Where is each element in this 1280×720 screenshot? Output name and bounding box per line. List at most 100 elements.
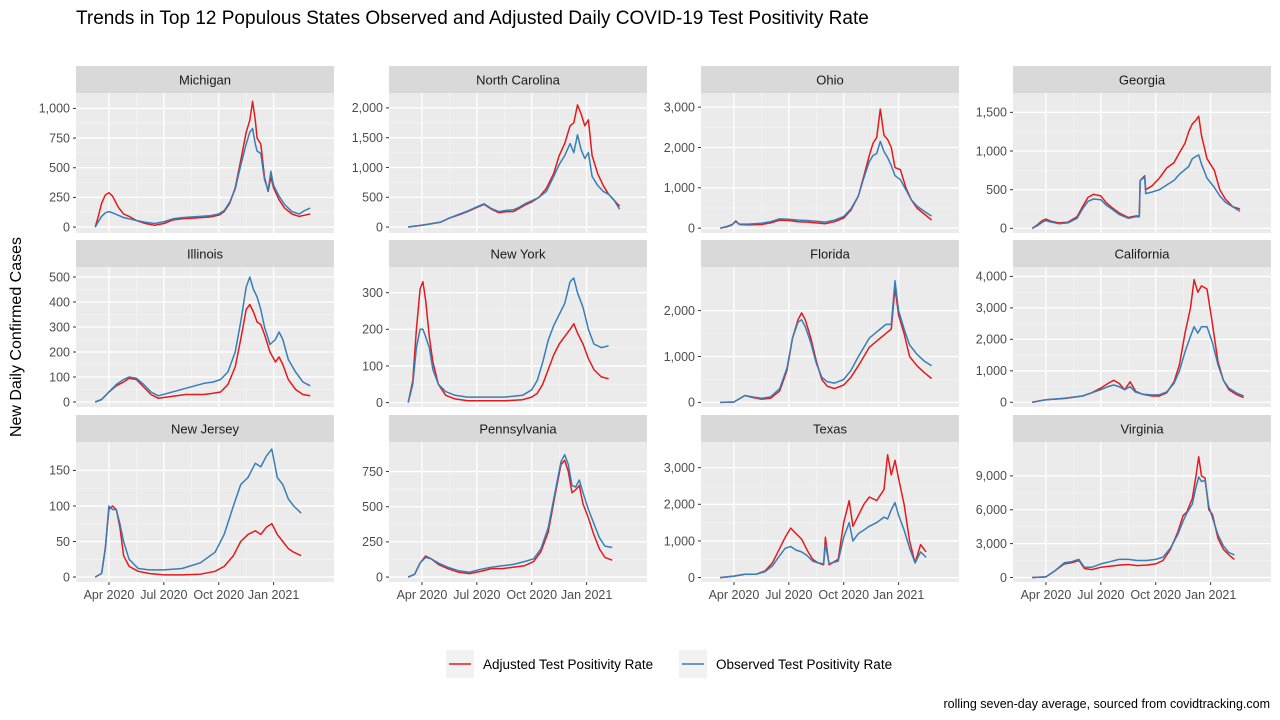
facet-strip [76, 240, 334, 267]
plot-background [701, 442, 959, 582]
y-tick-label: 500 [362, 500, 383, 514]
y-tick-label: 500 [986, 183, 1007, 197]
y-tick-label: 0 [688, 221, 695, 235]
y-tick-label: 0 [63, 220, 70, 234]
panel-florida: Florida 0 1,000 2,000 [664, 240, 959, 410]
legend: Adjusted Test Positivity Rate Observed Te… [446, 650, 892, 678]
series-line-adjusted [94, 303, 311, 403]
facet-strip [389, 240, 647, 267]
y-tick-label: 750 [362, 465, 383, 479]
plot-background [701, 267, 959, 407]
x-tick-label: Jan 2021 [248, 588, 299, 602]
y-tick-label: 300 [49, 320, 70, 334]
y-tick-label: 200 [362, 323, 383, 337]
series-line-observed [720, 501, 927, 579]
panel-new-york: New York 0 100 200 300 [362, 240, 647, 410]
y-tick-label: 1,000 [664, 350, 695, 364]
y-tick-label: 100 [362, 359, 383, 373]
y-tick-label: 0 [1000, 396, 1007, 410]
plot-background [1013, 93, 1271, 233]
facet-strip [701, 66, 959, 93]
y-tick-label: 200 [49, 345, 70, 359]
facet-strip [701, 415, 959, 442]
y-tick-label: 0 [1000, 571, 1007, 585]
plot-background [389, 267, 647, 407]
series-line-adjusted [407, 280, 609, 403]
y-tick-label: 2,000 [664, 141, 695, 155]
facet-strip-label: Virginia [1120, 422, 1164, 437]
facet-strip-label: Ohio [816, 73, 843, 88]
series-line-adjusted [720, 108, 933, 229]
y-tick-label: 250 [49, 191, 70, 205]
x-tick-label: Apr 2020 [84, 588, 135, 602]
facet-strip [76, 415, 334, 442]
y-tick-label: 500 [49, 161, 70, 175]
y-tick-label: 100 [49, 499, 70, 513]
panel-illinois: Illinois 0 100 200 300 400 500 [49, 240, 334, 409]
x-tick-label: Oct 2020 [506, 588, 557, 602]
series-line-observed [407, 277, 609, 403]
y-tick-label: 3,000 [976, 537, 1007, 551]
x-tick-label: Oct 2020 [818, 588, 869, 602]
y-axis-label: New Daily Confirmed Cases [8, 237, 25, 437]
y-tick-label: 3,000 [664, 100, 695, 114]
y-tick-label: 3,000 [976, 301, 1007, 315]
y-tick-label: 150 [49, 464, 70, 478]
y-tick-label: 0 [63, 570, 70, 584]
x-tick-label: Jul 2020 [453, 588, 500, 602]
panel-pennsylvania: Pennsylvania 0 250 500 750 Apr 2020 Jul 2020 Oc… [362, 415, 647, 602]
facet-strip [389, 415, 647, 442]
plot-background [389, 442, 647, 582]
facet-strip [389, 66, 647, 93]
legend-label: Observed Test Positivity Rate [716, 657, 892, 672]
series-line-observed [408, 133, 621, 228]
panel-new-jersey: New Jersey 0 50 100 150 Apr 2020 Jul 2020 Oct 2… [49, 415, 334, 602]
series-line-adjusted [1032, 278, 1244, 404]
facet-strip-label: Pennsylvania [479, 422, 557, 437]
series-line-observed [94, 276, 311, 403]
facet-strip [701, 240, 959, 267]
x-tick-label: Jan 2021 [561, 588, 612, 602]
y-tick-label: 2,000 [664, 498, 695, 512]
facet-strip-label: Illinois [187, 247, 224, 262]
x-tick-label: Jul 2020 [140, 588, 187, 602]
panel-virginia: Virginia 0 3,000 6,000 9,000 Apr 2020 Jul 2020… [976, 415, 1271, 602]
facet-strip-label: Michigan [179, 73, 231, 88]
facet-strip-label: North Carolina [476, 73, 561, 88]
y-tick-label: 2,000 [352, 101, 383, 115]
legend-label: Adjusted Test Positivity Rate [483, 657, 653, 672]
series-line-observed [720, 140, 933, 229]
panel-michigan: Michigan 0 250 500 750 1,000 [39, 66, 334, 234]
series-line-observed [1031, 154, 1241, 230]
x-tick-label: Jan 2021 [1185, 588, 1236, 602]
y-tick-label: 500 [49, 270, 70, 284]
panel-texas: Texas 0 1,000 2,000 3,000 Apr 2020 Jul 2020 Oct… [664, 415, 959, 602]
facet-panels: Michigan 0 250 500 750 1,000 North Carolina 0 50… [39, 66, 1271, 602]
y-tick-label: 9,000 [976, 469, 1007, 483]
y-tick-label: 1,500 [352, 131, 383, 145]
series-line-adjusted [407, 459, 613, 578]
y-tick-label: 0 [688, 396, 695, 410]
y-tick-label: 0 [688, 571, 695, 585]
y-tick-label: 100 [49, 370, 70, 384]
facet-strip [1013, 240, 1271, 267]
y-tick-label: 1,000 [39, 102, 70, 116]
series-line-adjusted [94, 505, 302, 578]
y-tick-label: 250 [362, 535, 383, 549]
series-line-observed [720, 280, 932, 404]
y-tick-label: 0 [1000, 222, 1007, 236]
panel-north-carolina: North Carolina 0 500 1,000 1,500 2,000 [352, 66, 647, 234]
facet-strip-label: Georgia [1119, 73, 1166, 88]
chart-title: Trends in Top 12 Populous States Observe… [76, 8, 869, 29]
facet-strip [1013, 415, 1271, 442]
x-tick-label: Apr 2020 [709, 588, 760, 602]
y-tick-label: 2,000 [664, 304, 695, 318]
x-tick-label: Jul 2020 [765, 588, 812, 602]
y-tick-label: 6,000 [976, 503, 1007, 517]
facet-strip [1013, 66, 1271, 93]
y-tick-label: 400 [49, 295, 70, 309]
plot-background [76, 93, 334, 233]
y-tick-label: 0 [376, 220, 383, 234]
x-tick-label: Apr 2020 [1021, 588, 1072, 602]
